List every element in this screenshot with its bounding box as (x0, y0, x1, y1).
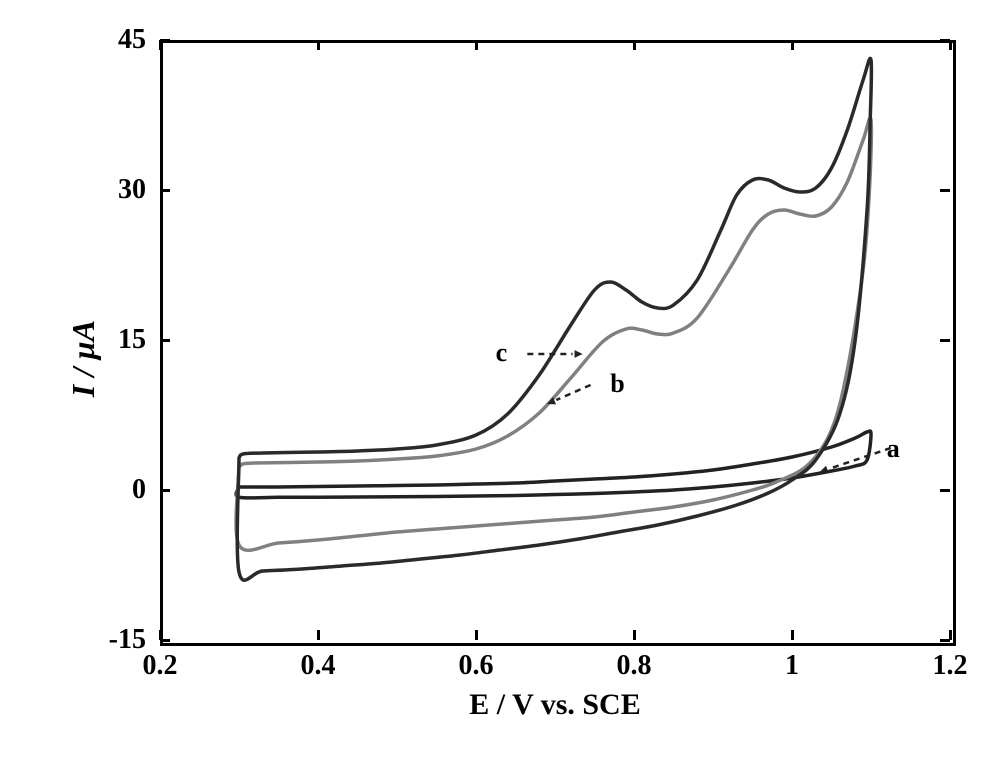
series-label-b: b (610, 369, 624, 399)
series-label-c: c (496, 338, 508, 368)
series-label-a: a (887, 434, 900, 464)
annotation-arrowhead (820, 466, 829, 473)
curves-layer (0, 0, 1000, 770)
annotation-arrowhead (575, 350, 583, 358)
cv-curve-c (237, 58, 871, 580)
